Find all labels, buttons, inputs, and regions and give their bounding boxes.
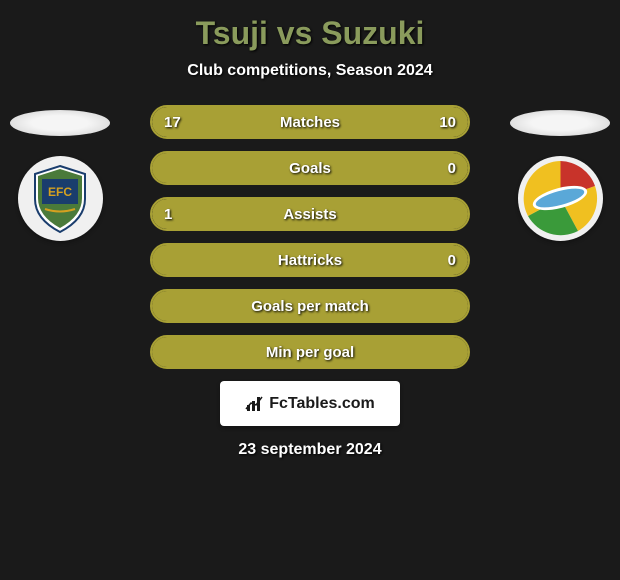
stat-bar: 1 Assists (150, 197, 470, 231)
stat-label: Matches (280, 114, 340, 131)
brand-text: FcTables.com (245, 395, 375, 413)
stat-label: Goals per match (251, 298, 369, 315)
stat-label: Hattricks (278, 252, 342, 269)
stat-bar: Goals per match (150, 289, 470, 323)
svg-text:EFC: EFC (48, 185, 72, 199)
team-badge-left: EFC (18, 156, 103, 241)
circle-badge-icon (518, 156, 603, 241)
stats-bars-column: 17Matches10Goals01AssistsHattricks0Goals… (130, 105, 490, 369)
comparison-container: Tsuji vs Suzuki Club competitions, Seaso… (0, 0, 620, 469)
brand-label: FcTables.com (269, 395, 375, 413)
brand-box[interactable]: FcTables.com (220, 381, 400, 426)
stat-label: Goals (289, 160, 331, 177)
player-right-column (510, 105, 610, 241)
player-left-placeholder (10, 110, 110, 136)
chart-icon (245, 395, 265, 413)
stat-value-left: 17 (164, 114, 181, 131)
stat-label: Min per goal (266, 344, 354, 361)
player-left-column: EFC (10, 105, 110, 241)
stat-value-right: 0 (448, 160, 456, 177)
stat-value-left: 1 (164, 206, 172, 223)
stat-bar: 17 Matches 10 (150, 105, 470, 139)
team-badge-right (518, 156, 603, 241)
stat-bar: Hattricks 0 (150, 243, 470, 277)
player-right-placeholder (510, 110, 610, 136)
stat-label: Assists (283, 206, 336, 223)
shield-icon: EFC (30, 164, 90, 234)
stats-area: EFC 17Matches10Goals01AssistsHattricks0G… (0, 105, 620, 369)
stat-value-right: 0 (448, 252, 456, 269)
page-title: Tsuji vs Suzuki (196, 15, 425, 52)
stat-bar: Goals 0 (150, 151, 470, 185)
date-text: 23 september 2024 (238, 441, 381, 459)
stat-bar: Min per goal (150, 335, 470, 369)
stat-value-right: 10 (439, 114, 456, 131)
page-subtitle: Club competitions, Season 2024 (187, 62, 432, 80)
